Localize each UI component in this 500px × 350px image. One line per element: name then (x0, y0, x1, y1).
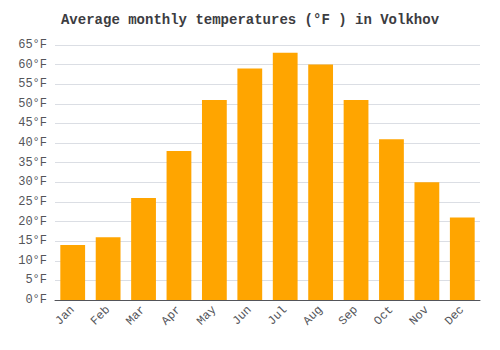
svg-text:Mar: Mar (123, 303, 148, 328)
svg-text:Average monthly temperatures (: Average monthly temperatures (°F ) in Vo… (61, 12, 440, 28)
svg-text:60°F: 60°F (18, 58, 47, 72)
svg-text:5°F: 5°F (25, 273, 47, 287)
svg-text:55°F: 55°F (18, 77, 47, 91)
svg-text:Jun: Jun (230, 303, 255, 328)
svg-text:Oct: Oct (371, 303, 396, 328)
svg-text:30°F: 30°F (18, 175, 47, 189)
svg-text:45°F: 45°F (18, 116, 47, 130)
svg-text:65°F: 65°F (18, 38, 47, 52)
svg-text:50°F: 50°F (18, 97, 47, 111)
svg-text:Apr: Apr (159, 303, 184, 328)
svg-text:Dec: Dec (442, 303, 467, 328)
svg-text:10°F: 10°F (18, 254, 47, 268)
svg-text:Jan: Jan (53, 303, 78, 328)
svg-text:20°F: 20°F (18, 215, 47, 229)
svg-text:Nov: Nov (407, 303, 432, 328)
svg-text:35°F: 35°F (18, 156, 47, 170)
svg-text:0°F: 0°F (25, 293, 47, 307)
svg-text:Sep: Sep (336, 303, 361, 328)
svg-text:May: May (194, 303, 219, 328)
svg-text:Aug: Aug (300, 303, 325, 328)
svg-text:15°F: 15°F (18, 234, 47, 248)
svg-text:40°F: 40°F (18, 136, 47, 150)
svg-text:Feb: Feb (88, 303, 113, 328)
svg-text:Jul: Jul (265, 303, 290, 328)
svg-text:25°F: 25°F (18, 195, 47, 209)
